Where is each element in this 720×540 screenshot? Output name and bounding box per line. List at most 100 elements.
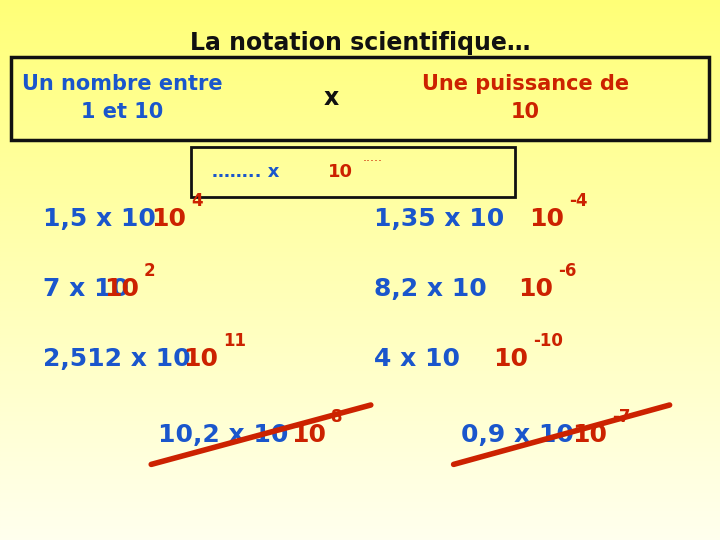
- Bar: [0, 461, 720, 463]
- Bar: [0, 432, 720, 434]
- Bar: [0, 4, 720, 5]
- Bar: [0, 484, 720, 486]
- Text: -6: -6: [558, 262, 577, 280]
- Bar: [0, 65, 720, 66]
- Bar: [0, 347, 720, 349]
- Bar: [0, 166, 720, 167]
- Bar: [0, 128, 720, 130]
- Bar: [0, 353, 720, 355]
- Bar: [0, 164, 720, 166]
- Bar: [0, 56, 720, 58]
- Text: 0,9 x 10: 0,9 x 10: [461, 423, 574, 447]
- Bar: [0, 486, 720, 488]
- Bar: [0, 518, 720, 520]
- Bar: [0, 193, 720, 194]
- Bar: [0, 11, 720, 12]
- Bar: [0, 339, 720, 340]
- Bar: [0, 101, 720, 103]
- Bar: [0, 177, 720, 178]
- Bar: [0, 212, 720, 214]
- Bar: [0, 180, 720, 182]
- Bar: [0, 401, 720, 403]
- Bar: [0, 34, 720, 36]
- Bar: [0, 52, 720, 54]
- Bar: [0, 454, 720, 455]
- Bar: [0, 2, 720, 4]
- Bar: [0, 232, 720, 234]
- Bar: [0, 139, 720, 140]
- Bar: [0, 286, 720, 288]
- Bar: [0, 93, 720, 96]
- Bar: [0, 108, 720, 110]
- Bar: [0, 466, 720, 468]
- Text: 10: 10: [572, 423, 608, 447]
- Text: 10: 10: [493, 347, 528, 371]
- Bar: [0, 335, 720, 336]
- Bar: [0, 74, 720, 76]
- Bar: [0, 223, 720, 225]
- Bar: [0, 380, 720, 382]
- Text: 8,2 x 10: 8,2 x 10: [374, 277, 487, 301]
- Bar: [0, 29, 720, 31]
- Bar: [0, 45, 720, 47]
- Bar: [0, 536, 720, 538]
- Bar: [0, 434, 720, 436]
- Bar: [0, 272, 720, 274]
- Bar: [0, 69, 720, 70]
- Bar: [0, 509, 720, 511]
- Bar: [0, 493, 720, 495]
- Bar: [0, 508, 720, 509]
- Bar: [0, 58, 720, 59]
- Bar: [0, 221, 720, 223]
- Bar: [0, 374, 720, 376]
- Bar: [0, 301, 720, 302]
- Bar: [0, 97, 720, 99]
- Bar: [0, 304, 720, 306]
- Bar: [0, 282, 720, 285]
- Bar: [0, 416, 720, 417]
- Bar: [0, 250, 720, 252]
- Bar: [0, 313, 720, 315]
- Bar: [0, 61, 720, 63]
- Bar: [0, 275, 720, 277]
- Bar: [0, 371, 720, 373]
- Bar: [0, 92, 720, 93]
- Text: 10: 10: [292, 423, 327, 447]
- Bar: [0, 103, 720, 104]
- Bar: [0, 387, 720, 389]
- Bar: [0, 248, 720, 250]
- Bar: [0, 279, 720, 281]
- Bar: [0, 355, 720, 356]
- Bar: [0, 258, 720, 259]
- Text: 10: 10: [328, 163, 353, 181]
- Bar: [0, 54, 720, 56]
- Bar: [0, 529, 720, 531]
- Bar: [0, 382, 720, 383]
- Bar: [0, 259, 720, 261]
- Bar: [0, 185, 720, 187]
- Bar: [0, 277, 720, 279]
- Bar: [0, 308, 720, 309]
- Bar: [0, 501, 720, 502]
- Bar: [0, 517, 720, 518]
- Bar: [0, 31, 720, 32]
- Bar: [0, 104, 720, 106]
- Bar: [0, 297, 720, 299]
- Bar: [0, 113, 720, 115]
- Text: 10: 10: [151, 207, 186, 231]
- Bar: [0, 412, 720, 414]
- Bar: [0, 238, 720, 239]
- Bar: [0, 344, 720, 346]
- Bar: [0, 448, 720, 450]
- Bar: [0, 369, 720, 371]
- Bar: [0, 336, 720, 339]
- Bar: [0, 457, 720, 459]
- Bar: [0, 131, 720, 133]
- Bar: [0, 32, 720, 34]
- Text: ·····: ·····: [362, 156, 382, 168]
- Bar: [0, 488, 720, 490]
- Bar: [0, 167, 720, 169]
- Bar: [0, 398, 720, 400]
- Bar: [0, 205, 720, 207]
- Bar: [0, 455, 720, 457]
